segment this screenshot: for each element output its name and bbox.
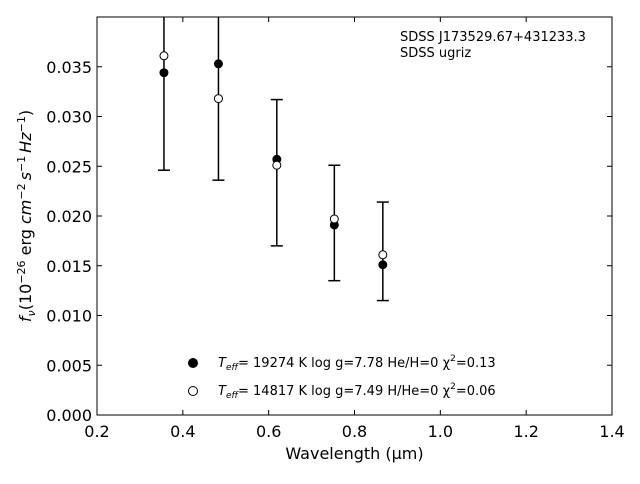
legend-1-tail: =0.13 — [456, 356, 496, 371]
x-tick-label: 1.0 — [428, 422, 453, 441]
y-label-hz-exp: −1 — [15, 116, 28, 132]
y-tick-label: 0.030 — [46, 108, 92, 127]
legend-marker-open — [188, 386, 198, 396]
x-tick-label: 1.2 — [513, 422, 538, 441]
x-tick-label: 0.6 — [256, 422, 281, 441]
x-tick-label: 0.8 — [342, 422, 367, 441]
y-axis-ticks: 0.000 0.005 0.010 0.015 0.020 0.025 0.030 0.035 — [46, 58, 612, 425]
annotation-object-name: SDSS J173529.67+431233.3 — [400, 30, 586, 45]
legend: Teff= 19274 K log g=7.78 He/H=0 χ2=0.13 … — [188, 354, 496, 401]
legend-2-rest: = 14817 K log g=7.49 H/He=0 χ — [238, 384, 451, 399]
x-tick-label: 0.4 — [170, 422, 195, 441]
legend-2-sub: eff — [226, 391, 240, 401]
y-tick-label: 0.015 — [46, 257, 92, 276]
filled-data-point — [213, 59, 223, 69]
legend-1-rest: = 19274 K log g=7.78 He/H=0 χ — [238, 356, 451, 371]
legend-1-sub: eff — [226, 363, 240, 373]
open-data-point — [378, 250, 388, 260]
y-label-cm-exp: −2 — [15, 183, 28, 199]
y-tick-label: 0.025 — [46, 157, 92, 176]
y-label-erg: erg — [16, 224, 35, 260]
y-label-close: ) — [16, 110, 35, 116]
y-axis-label: fν(10−26 erg cm−2s−1Hz−1) — [15, 110, 38, 322]
x-axis-ticks: 0.2 0.4 0.6 0.8 1.0 1.2 1.4 — [84, 17, 625, 441]
legend-marker-filled — [188, 358, 198, 368]
y-tick-label: 0.010 — [46, 307, 92, 326]
legend-2-sup: 2 — [450, 382, 456, 392]
legend-2-tail: =0.06 — [456, 384, 496, 399]
annotation-filter-set: SDSS ugriz — [400, 46, 471, 61]
y-tick-label: 0.020 — [46, 207, 92, 226]
open-data-point — [272, 160, 282, 170]
y-label-exp: −26 — [15, 260, 28, 283]
plot-frame — [96, 16, 613, 416]
open-data-point — [213, 94, 223, 104]
filled-data-point — [159, 68, 169, 78]
legend-entry-open: Teff= 14817 K log g=7.49 H/He=0 χ2=0.06 — [218, 382, 496, 401]
legend-1-t: T — [218, 356, 227, 371]
y-tick-label: 0.000 — [46, 406, 92, 425]
y-label-prefix: (10 — [16, 284, 35, 311]
x-tick-label: 1.4 — [599, 422, 624, 441]
open-data-point — [159, 51, 169, 61]
y-label-nu: ν — [25, 310, 38, 316]
legend-2-t: T — [218, 384, 227, 399]
open-data-point — [329, 214, 339, 224]
y-label-hz: Hz — [16, 132, 35, 153]
data-markers — [159, 51, 388, 270]
y-label-s: s — [16, 172, 35, 180]
y-tick-label: 0.005 — [46, 356, 92, 375]
y-label-f: f — [16, 314, 35, 322]
legend-entry-filled: Teff= 19274 K log g=7.78 He/H=0 χ2=0.13 — [218, 354, 496, 373]
filled-data-point — [378, 260, 388, 270]
y-tick-label: 0.035 — [46, 58, 92, 77]
x-axis-label: Wavelength (μm) — [285, 444, 423, 463]
y-label-s-exp: −1 — [15, 156, 28, 172]
x-tick-label: 0.2 — [84, 422, 109, 441]
y-label-cm: cm — [16, 200, 35, 224]
legend-1-sup: 2 — [450, 354, 456, 364]
